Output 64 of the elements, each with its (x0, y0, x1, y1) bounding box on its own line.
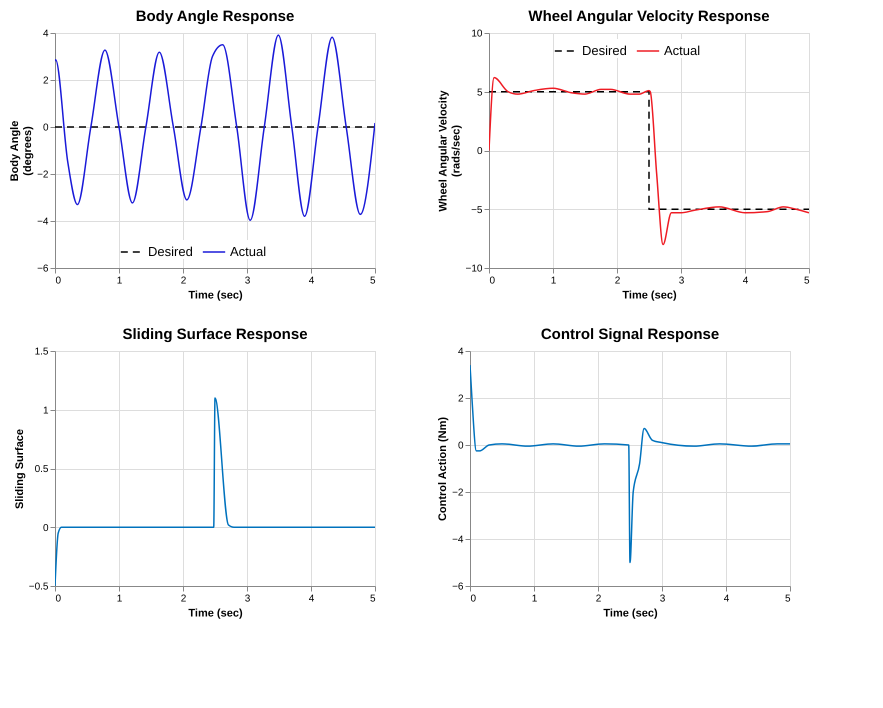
x-tick-label: 3 (244, 276, 251, 286)
y-tick-label: −4 (452, 534, 464, 546)
x-tick-label: 0 (56, 594, 62, 604)
y-tick-label: 10 (471, 28, 483, 40)
x-tick-label: 1 (532, 594, 538, 604)
y-tick-label: −5 (471, 204, 483, 216)
chart-title: Wheel Angular Velocity Response (528, 8, 770, 25)
line-series (489, 76, 809, 246)
y-tick-label: −2 (452, 488, 464, 498)
x-tick-label: 5 (370, 594, 376, 604)
y-tick-label: 1 (42, 405, 49, 416)
x-tick-label: 0 (490, 276, 496, 286)
x-tick-label: 3 (660, 594, 666, 604)
y-tick-label: 0.5 (34, 464, 49, 475)
y-tick-label: 4 (458, 346, 464, 358)
chart-title: Control Signal Response (540, 326, 720, 343)
y-tick-label: −6 (37, 264, 49, 274)
y-tick-label: −6 (452, 582, 464, 592)
y-tick-label: −10 (466, 264, 483, 274)
y-axis-title: Wheel Angular Velocity (rads/sec) (438, 90, 463, 212)
x-tick-label: 5 (804, 276, 810, 286)
y-tick-label: 5 (476, 87, 483, 98)
y-axis-title: Body Angle (degrees) (9, 120, 34, 182)
y-tick-label: −4 (37, 216, 49, 228)
x-tick-label: 5 (784, 594, 791, 604)
y-tick-label: 0 (476, 146, 483, 157)
chart-title: Body Angle Response (136, 8, 294, 25)
x-tick-label: 4 (308, 594, 315, 604)
x-axis-title: Time (sec) (603, 608, 658, 620)
y-tick-label: −0.5 (28, 582, 49, 592)
x-tick-label: 2 (614, 276, 621, 286)
y-tick-label: 0 (42, 122, 49, 134)
x-axis-title: Time (sec) (188, 290, 243, 302)
x-tick-label: 0 (56, 276, 62, 286)
x-tick-label: 1 (116, 594, 123, 604)
y-tick-label: 0 (458, 440, 464, 452)
y-tick-label: 2 (42, 76, 49, 86)
x-tick-label: 2 (596, 594, 602, 604)
y-axis-title: Control Action (Nm) (437, 416, 450, 522)
x-tick-label: 1 (550, 276, 557, 286)
line-series (470, 364, 790, 564)
legend-label: Actual (664, 43, 700, 58)
y-tick-label: 1.5 (34, 346, 49, 358)
x-tick-label: 4 (742, 276, 749, 286)
y-tick-label: 2 (458, 394, 464, 404)
x-tick-label: 1 (116, 276, 123, 286)
x-tick-label: 3 (244, 594, 251, 604)
y-tick-label: 4 (42, 28, 49, 40)
x-tick-label: 2 (180, 276, 187, 286)
x-axis-title: Time (sec) (188, 608, 243, 620)
x-tick-label: 4 (724, 594, 730, 604)
chart-title: Sliding Surface Response (122, 326, 308, 343)
x-tick-label: 2 (180, 594, 187, 604)
legend-label: Desired (582, 43, 627, 58)
legend-label: Desired (148, 244, 193, 259)
x-tick-label: 5 (370, 276, 376, 286)
line-series (55, 34, 375, 222)
y-tick-label: −2 (37, 170, 49, 180)
x-tick-label: 4 (308, 276, 315, 286)
y-axis-title: Sliding Surface (14, 428, 26, 510)
x-tick-label: 3 (678, 276, 685, 286)
legend-label: Actual (230, 244, 266, 259)
y-tick-label: 0 (42, 522, 49, 534)
x-axis-title: Time (sec) (622, 290, 677, 302)
